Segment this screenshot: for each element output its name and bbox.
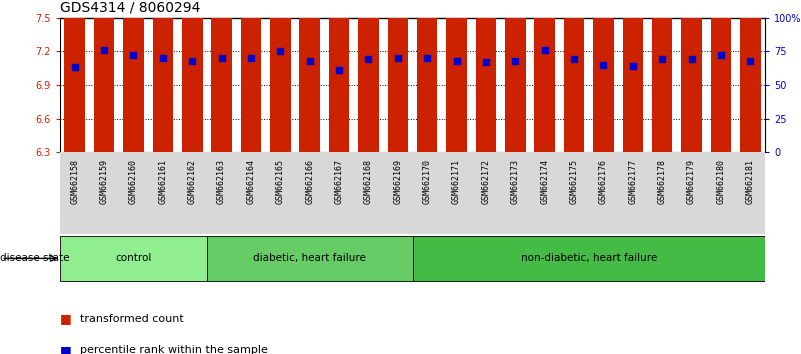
Bar bbox=[300, 0, 320, 152]
Point bbox=[450, 58, 463, 64]
Bar bbox=[388, 0, 408, 152]
Point bbox=[656, 57, 669, 62]
Text: GSM662164: GSM662164 bbox=[247, 159, 256, 204]
Point bbox=[274, 48, 287, 54]
FancyBboxPatch shape bbox=[60, 236, 207, 281]
Bar bbox=[182, 0, 203, 152]
Text: GSM662158: GSM662158 bbox=[70, 159, 79, 204]
Bar bbox=[446, 0, 467, 152]
Point bbox=[392, 55, 405, 61]
Point bbox=[362, 57, 375, 62]
Text: GSM662175: GSM662175 bbox=[570, 159, 578, 204]
Text: GSM662159: GSM662159 bbox=[99, 159, 109, 204]
Text: GSM662180: GSM662180 bbox=[716, 159, 726, 204]
FancyBboxPatch shape bbox=[207, 236, 413, 281]
Bar bbox=[152, 0, 173, 152]
Text: GSM662162: GSM662162 bbox=[187, 159, 197, 204]
Text: ■: ■ bbox=[60, 312, 76, 325]
Text: GSM662181: GSM662181 bbox=[746, 159, 755, 204]
Text: GSM662165: GSM662165 bbox=[276, 159, 285, 204]
Point bbox=[744, 58, 757, 64]
Text: GSM662167: GSM662167 bbox=[335, 159, 344, 204]
Bar bbox=[505, 0, 525, 152]
Text: transformed count: transformed count bbox=[80, 314, 184, 324]
Text: non-diabetic, heart failure: non-diabetic, heart failure bbox=[521, 253, 657, 263]
Bar bbox=[64, 0, 85, 152]
Bar bbox=[710, 0, 731, 152]
Text: GSM662170: GSM662170 bbox=[423, 159, 432, 204]
Text: GSM662160: GSM662160 bbox=[129, 159, 138, 204]
Bar bbox=[270, 0, 291, 152]
Text: GSM662172: GSM662172 bbox=[481, 159, 490, 204]
Point bbox=[156, 55, 169, 61]
Text: GSM662171: GSM662171 bbox=[452, 159, 461, 204]
Point bbox=[68, 65, 81, 70]
Bar bbox=[123, 0, 144, 152]
Point bbox=[626, 63, 639, 69]
Bar bbox=[211, 0, 232, 152]
Point bbox=[332, 67, 345, 73]
Bar bbox=[328, 0, 349, 152]
Text: GSM662179: GSM662179 bbox=[687, 159, 696, 204]
Bar bbox=[622, 0, 643, 152]
Text: GSM662163: GSM662163 bbox=[217, 159, 226, 204]
Text: GSM662177: GSM662177 bbox=[628, 159, 638, 204]
Bar bbox=[564, 0, 584, 152]
FancyBboxPatch shape bbox=[413, 236, 765, 281]
Text: GSM662166: GSM662166 bbox=[305, 159, 314, 204]
Text: GSM662173: GSM662173 bbox=[511, 159, 520, 204]
Point bbox=[538, 47, 551, 53]
Text: disease state: disease state bbox=[0, 253, 73, 263]
Text: GSM662168: GSM662168 bbox=[364, 159, 373, 204]
Point bbox=[186, 58, 199, 64]
Bar bbox=[240, 0, 261, 152]
Point bbox=[568, 57, 581, 62]
Text: GSM662169: GSM662169 bbox=[393, 159, 402, 204]
Text: GDS4314 / 8060294: GDS4314 / 8060294 bbox=[60, 0, 200, 14]
Point bbox=[685, 57, 698, 62]
Point bbox=[98, 47, 111, 53]
Point bbox=[480, 59, 493, 65]
Point bbox=[127, 52, 140, 58]
Point bbox=[714, 52, 727, 58]
Point bbox=[304, 58, 316, 64]
Bar bbox=[94, 0, 115, 152]
Bar bbox=[358, 0, 379, 152]
Text: percentile rank within the sample: percentile rank within the sample bbox=[80, 346, 268, 354]
Point bbox=[509, 58, 521, 64]
Bar bbox=[417, 0, 437, 152]
Bar bbox=[534, 0, 555, 152]
Bar bbox=[652, 0, 672, 152]
Bar bbox=[476, 0, 496, 152]
Text: control: control bbox=[115, 253, 151, 263]
Point bbox=[597, 62, 610, 68]
Text: diabetic, heart failure: diabetic, heart failure bbox=[253, 253, 366, 263]
Text: ■: ■ bbox=[60, 344, 76, 354]
Point bbox=[215, 55, 228, 61]
Text: GSM662178: GSM662178 bbox=[658, 159, 666, 204]
Point bbox=[421, 55, 433, 61]
Bar bbox=[681, 0, 702, 152]
Bar bbox=[740, 0, 760, 152]
Text: GSM662174: GSM662174 bbox=[540, 159, 549, 204]
Text: GSM662176: GSM662176 bbox=[599, 159, 608, 204]
Bar bbox=[593, 0, 614, 152]
Point bbox=[244, 55, 257, 61]
Text: GSM662161: GSM662161 bbox=[159, 159, 167, 204]
